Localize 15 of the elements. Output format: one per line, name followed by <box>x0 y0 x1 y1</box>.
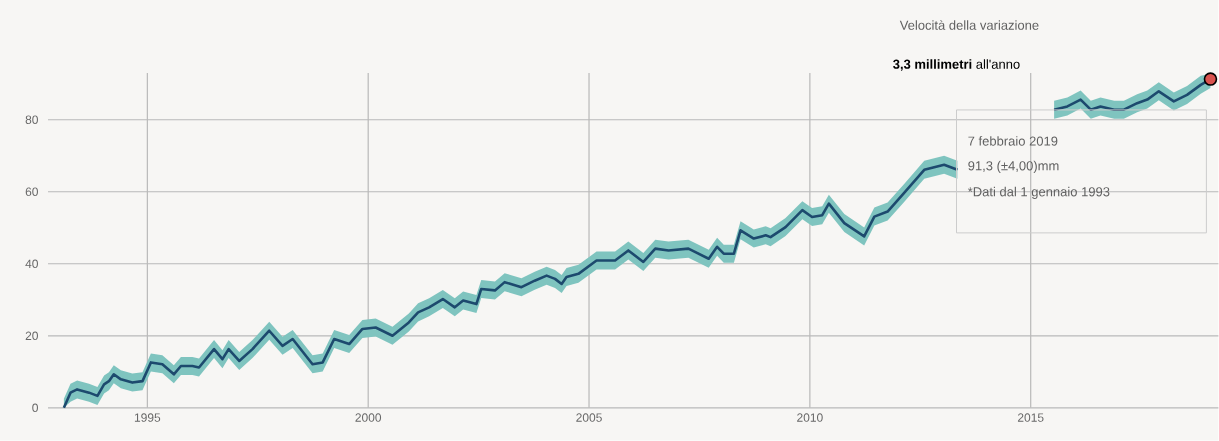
x-tick-label: 2005 <box>576 413 602 422</box>
x-tick-label: 2015 <box>1017 413 1044 422</box>
text: 3,3 millimetri all'anno <box>893 59 1020 71</box>
x-tick-label: 1995 <box>134 413 161 422</box>
text: Velocità della variazione <box>899 20 1039 30</box>
y-tick-label: 80 <box>25 115 38 125</box>
y-tick-label: 20 <box>25 331 38 341</box>
annotation: 7 febbraio 2019 <box>968 136 1058 146</box>
x-tick-label: 2000 <box>355 413 382 422</box>
annotation: 91,3 (±4,00)mm <box>968 160 1059 174</box>
x-tick-label: 2010 <box>797 413 823 422</box>
y-tick-label: 0 <box>32 403 38 413</box>
y-tick-label: 40 <box>25 259 38 269</box>
annotation: *Dati dal 1 gennaio 1993 <box>967 186 1110 200</box>
y-tick-label: 60 <box>25 187 38 197</box>
